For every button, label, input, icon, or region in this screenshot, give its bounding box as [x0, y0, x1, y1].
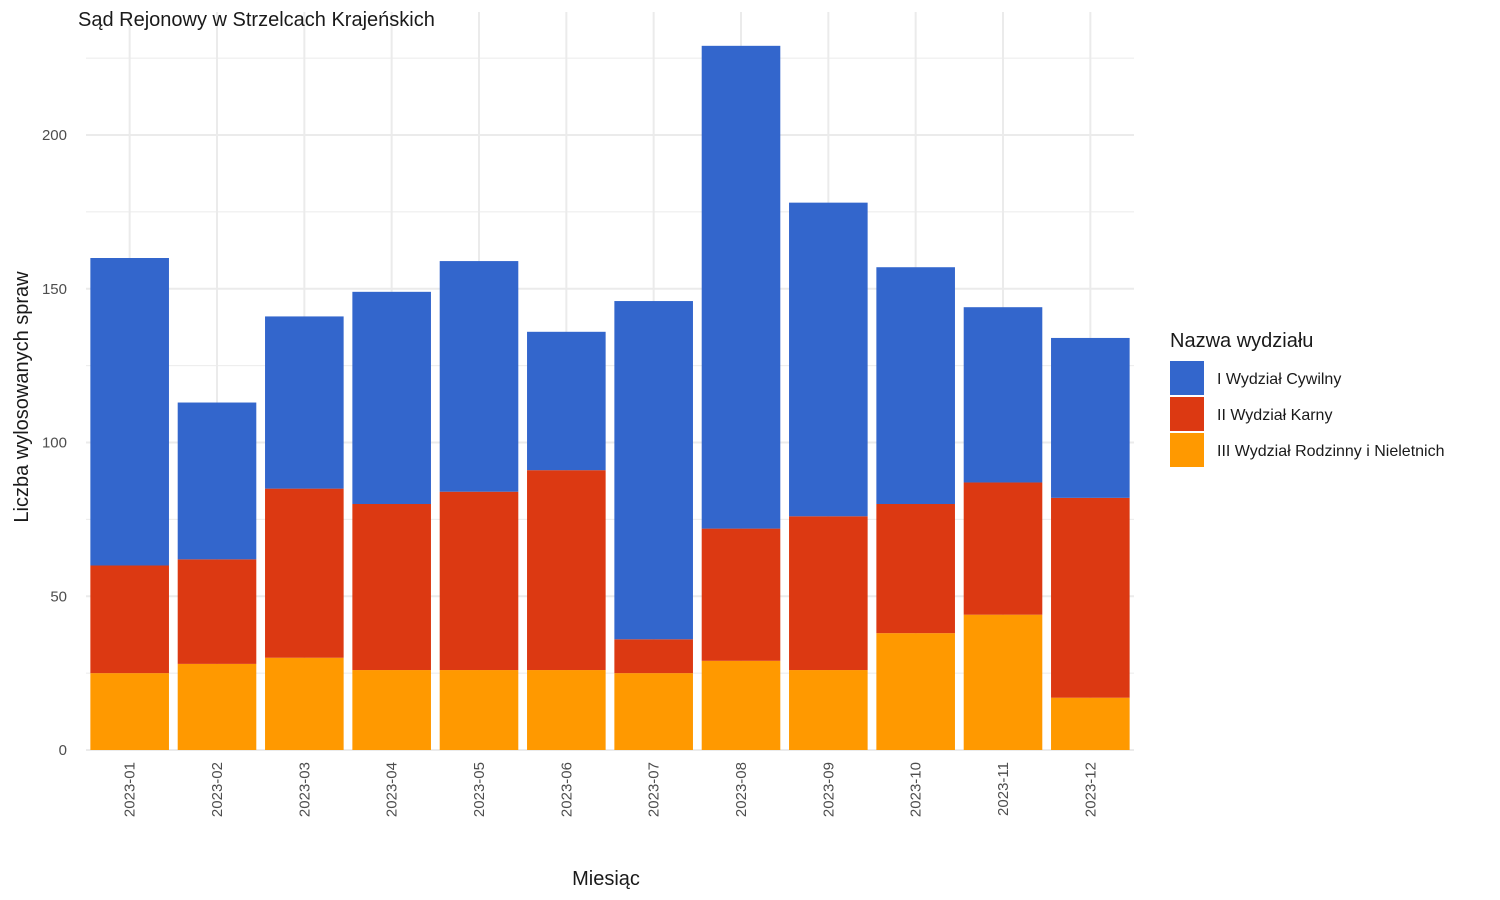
bars: [90, 45, 1130, 750]
legend-title: Nazwa wydziału: [1170, 330, 1313, 352]
x-tick-label: 2023-10: [908, 762, 925, 817]
x-tick-label: 2023-12: [1082, 762, 1099, 817]
bar-segment: [789, 670, 868, 750]
bar-segment: [352, 670, 431, 750]
x-tick-label: 2023-09: [820, 762, 837, 817]
y-tick-label: 100: [42, 435, 67, 452]
y-tick-label: 200: [42, 127, 67, 144]
bar-segment: [614, 301, 693, 640]
bar-segment: [1051, 497, 1130, 698]
bar-segment: [1051, 337, 1130, 498]
bar-segment: [177, 663, 257, 750]
x-axis-ticks: 2023-01 2023-02 2023-03 2023-04 2023-05 2023-…: [122, 762, 1100, 817]
bar-segment: [789, 516, 868, 671]
legend-items: I Wydział Cywilny II Wydział Karny III Wyd…: [1170, 361, 1445, 467]
bar-segment: [876, 267, 955, 504]
bar-segment: [701, 660, 781, 750]
bar-segment: [352, 504, 431, 671]
x-tick-label: 2023-02: [209, 762, 226, 817]
bar-segment: [527, 331, 606, 471]
x-tick-label: 2023-07: [646, 762, 663, 817]
legend-swatch: [1170, 361, 1204, 395]
x-tick-label: 2023-03: [296, 762, 313, 817]
x-tick-label: 2023-06: [558, 762, 575, 817]
bar-segment: [527, 470, 606, 671]
y-axis-label: Liczba wylosowanych spraw: [11, 271, 33, 523]
bar-segment: [177, 559, 257, 664]
bar-segment: [701, 528, 781, 661]
bar-segment: [352, 291, 431, 504]
legend-swatch: [1170, 397, 1204, 431]
bar-segment: [90, 673, 169, 750]
bar-segment: [265, 488, 344, 658]
bar-segment: [90, 565, 169, 674]
y-axis-ticks: 0 50 100 150 200: [42, 127, 67, 759]
bar-segment: [439, 670, 519, 750]
chart-title: Sąd Rejonowy w Strzelcach Krajeńskich: [78, 9, 435, 31]
bar-segment: [265, 316, 344, 489]
x-tick-label: 2023-08: [733, 762, 750, 817]
bar-segment: [527, 670, 606, 750]
bar-segment: [90, 258, 169, 566]
x-tick-label: 2023-05: [471, 762, 488, 817]
bar-segment: [701, 45, 781, 529]
bar-segment: [963, 482, 1043, 615]
bar-segment: [614, 639, 693, 674]
bar-segment: [963, 614, 1043, 750]
legend-swatch: [1170, 433, 1204, 467]
legend-label: II Wydział Karny: [1217, 407, 1332, 424]
bar-segment: [789, 202, 868, 517]
y-tick-label: 150: [42, 281, 67, 298]
bar-segment: [439, 491, 519, 671]
bar-segment: [177, 402, 257, 560]
x-axis-label: Miesiąc: [572, 868, 640, 890]
legend: Nazwa wydziału I Wydział Cywilny II Wydzi…: [1170, 330, 1445, 467]
y-tick-label: 50: [50, 588, 67, 605]
x-tick-label: 2023-04: [384, 762, 401, 817]
x-tick-label: 2023-11: [995, 762, 1012, 816]
x-tick-label: 2023-01: [122, 762, 139, 817]
bar-segment: [1051, 697, 1130, 750]
bar-segment: [265, 657, 344, 750]
bar-segment: [439, 261, 519, 492]
bar-segment: [876, 504, 955, 634]
legend-label: III Wydział Rodzinny i Nieletnich: [1217, 443, 1445, 460]
bar-segment: [876, 633, 955, 750]
y-tick-label: 0: [59, 742, 67, 759]
bar-segment: [614, 673, 693, 750]
bar-segment: [963, 307, 1043, 483]
legend-label: I Wydział Cywilny: [1217, 371, 1341, 388]
